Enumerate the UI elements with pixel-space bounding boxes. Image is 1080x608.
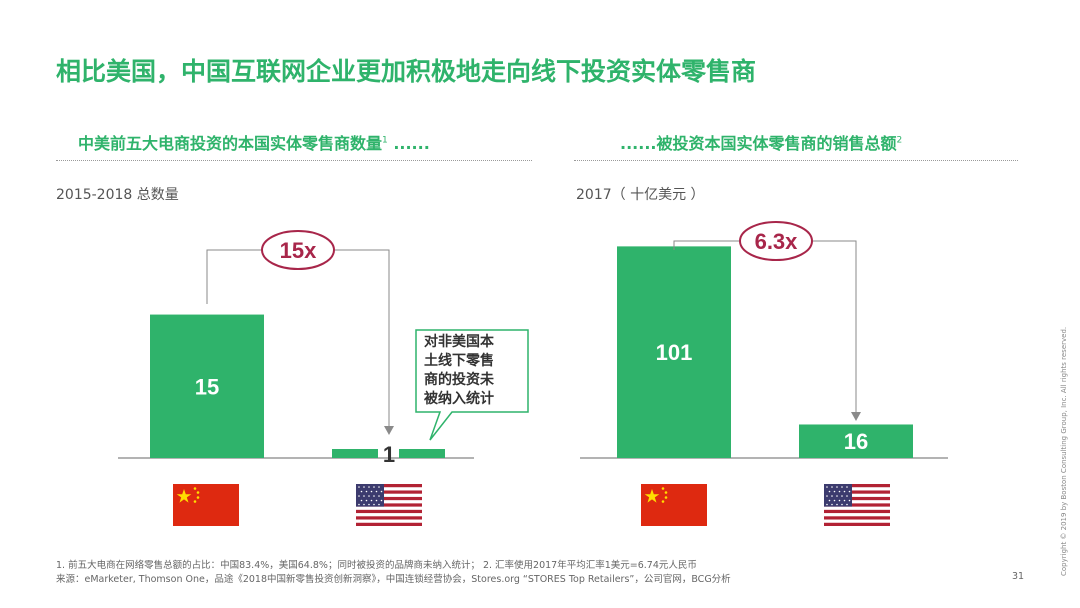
- usa-flag-icon: [356, 484, 422, 526]
- page-number: 31: [1012, 571, 1025, 582]
- bar-usa-sales: [799, 424, 913, 458]
- china-flag-icon: [173, 484, 239, 526]
- value-label-china-sales: 101: [656, 340, 693, 365]
- china-flag-icon: [641, 484, 707, 526]
- callout-line: 土线下零售: [424, 353, 494, 369]
- left-divider: [56, 160, 532, 161]
- footnote-notes: 1. 前五大电商在网络零售总额的占比：中国83.4%，美国64.8%；同时被投资…: [56, 560, 697, 571]
- callout-line: 被纳入统计: [424, 391, 494, 407]
- page-title: 相比美国，中国互联网企业更加积极地走向线下投资实体零售商: [56, 57, 757, 86]
- callout-box: [415, 329, 529, 441]
- bar-usa-store-count-left: [332, 449, 378, 458]
- left-panel-subtitle: 中美前五大电商投资的本国实体零售商数量1 ......: [78, 130, 430, 154]
- value-label-usa-sales: 16: [844, 429, 868, 454]
- left-subtitle-ellipsis: ......: [387, 134, 430, 153]
- callout-line: 商的投资未: [424, 372, 494, 388]
- callout-line: 对非美国本: [424, 334, 494, 350]
- left-connector-arrowhead: [384, 426, 394, 435]
- left-multiplier-ellipse: [261, 230, 335, 270]
- left-subtitle-footnote-mark: 1: [382, 135, 388, 146]
- left-subtitle-text: 中美前五大电商投资的本国实体零售商数量: [78, 134, 383, 153]
- right-panel-subtitle: ......被投资本国实体零售商的销售总额2: [620, 130, 902, 154]
- right-subtitle-text: ......被投资本国实体零售商的销售总额: [620, 134, 897, 153]
- right-connector-arrowhead: [851, 412, 861, 421]
- right-multiplier-label: 6.3x: [755, 229, 799, 254]
- right-chart-caption: 2017（ 十亿美元 ）: [576, 187, 705, 203]
- right-multiplier-ellipse: [739, 221, 813, 261]
- right-divider: [574, 160, 1018, 161]
- bar-china-store-count: [150, 314, 264, 458]
- usa-flag-icon: [824, 484, 890, 526]
- value-label-china-store-count: 15: [195, 374, 219, 399]
- callout-note: 对非美国本 土线下零售 商的投资未 被纳入统计: [424, 333, 494, 409]
- right-subtitle-footnote-mark: 2: [896, 135, 903, 146]
- left-multiplier-label: 15x: [280, 238, 317, 263]
- left-bar-chart: 15 1 15x: [118, 230, 529, 467]
- value-label-usa-store-count: 1: [383, 442, 395, 467]
- bar-usa-store-count-right: [399, 449, 445, 458]
- left-chart-caption: 2015-2018 总数量: [56, 187, 179, 203]
- right-bar-chart: 101 16 6.3x: [580, 221, 948, 459]
- bar-china-sales: [617, 246, 731, 458]
- copyright-notice: Copyright © 2019 by Boston Consulting Gr…: [1060, 326, 1068, 576]
- footnote-sources: 来源：eMarketer, Thomson One，品途《2018中国新零售投资…: [56, 574, 731, 585]
